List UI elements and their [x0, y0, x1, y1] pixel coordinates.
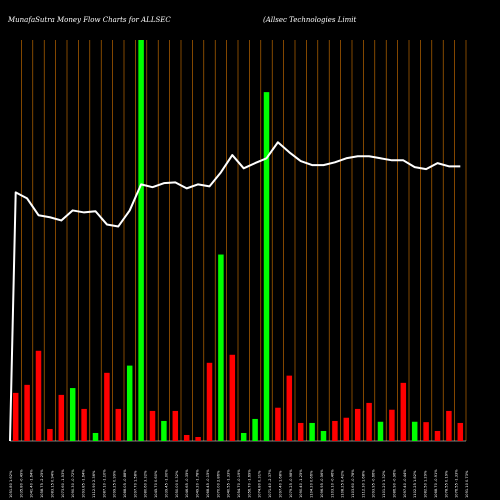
- outflow-bar: [58, 394, 65, 441]
- x-tick-label: 1090.40 -1.25%: [299, 469, 303, 498]
- inflow-bar: [138, 40, 144, 441]
- outflow-bar: [206, 362, 213, 441]
- outflow-bar: [343, 417, 350, 441]
- x-tick-label: 1093.95 -0.66%: [372, 469, 376, 498]
- inflow-bar: [320, 430, 327, 441]
- outflow-bar: [446, 410, 452, 441]
- outflow-bar: [47, 428, 53, 441]
- x-tick-label: 1079.25 -0.98%: [289, 469, 293, 498]
- outflow-bar: [12, 392, 19, 441]
- x-tick-label: 1108.25 0.42%: [341, 470, 345, 498]
- money-flow-bars: [12, 40, 464, 441]
- x-tick-label: 1087.10 -1.10%: [102, 469, 106, 498]
- x-tick-label: 1101.20 1.32%: [382, 470, 386, 498]
- outflow-bar: [229, 354, 236, 441]
- outflow-bar: [195, 436, 201, 441]
- x-tick-label: 1049.20 -1.78%: [196, 469, 200, 498]
- x-tick-label: 1035.80 -0.49%: [19, 469, 23, 498]
- x-tick-label: 1097.40 1.68%: [278, 470, 282, 498]
- x-tick-label: 1045.70 0.60%: [154, 470, 158, 498]
- x-tick-labels: 1051.80 1.62% 1035.80 -0.49% 1041.40 -1.64…: [9, 469, 469, 498]
- inflow-bar: [252, 418, 258, 441]
- outflow-bar: [183, 434, 190, 441]
- x-tick-label: 1112.90 2.36%: [92, 470, 96, 498]
- outflow-bar: [423, 422, 429, 441]
- x-tick-label: 1099.25 0.99%: [113, 470, 117, 498]
- inflow-bar: [309, 422, 315, 441]
- outflow-bar: [400, 382, 407, 441]
- x-tick-label: 1068.45 -0.15%: [206, 469, 210, 498]
- x-tick-label: 1070.00 2.86%: [216, 470, 220, 498]
- x-tick-label: 1078.55 0.19%: [444, 470, 448, 498]
- price-line-layer: [9, 141, 461, 442]
- x-tick-label: 1104.20 0.66%: [310, 470, 314, 498]
- x-tick-label: 1096.95 -0.56%: [320, 469, 324, 498]
- x-tick-label: 1054.70 -0.19%: [237, 469, 241, 498]
- outflow-bar: [297, 422, 304, 441]
- outflow-bar: [24, 384, 30, 441]
- inflow-bar: [126, 365, 133, 441]
- grid-lines: [10, 40, 467, 442]
- x-tick-label: 1074.80 0.31%: [258, 470, 262, 498]
- outflow-bar: [104, 372, 110, 441]
- x-tick-label: 1056.70 -1.69%: [247, 469, 251, 498]
- x-tick-label: 1040.55 -1.33%: [227, 469, 231, 498]
- x-tick-label: 1086.90 -0.96%: [392, 469, 396, 498]
- x-tick-label: 1097.70 1.58%: [133, 470, 137, 498]
- inflow-bar: [69, 388, 76, 441]
- chart-title: MunafaSutra Money Flow Charts for ALLSEC: [7, 16, 171, 24]
- x-tick-label: 1046.65 -0.35%: [185, 469, 189, 498]
- outflow-bar: [366, 402, 372, 441]
- inflow-bar: [240, 432, 247, 441]
- x-tick-label: 1088.05 -0.88%: [123, 469, 127, 498]
- x-tick-label: 1102.25 1.82%: [413, 470, 417, 498]
- x-tick-label: 1103.10 -0.46%: [330, 469, 334, 498]
- x-tick-label: 1080.60 3.32%: [144, 470, 148, 498]
- x-tick-label: 1039.45 -1.00%: [164, 469, 168, 498]
- x-tick-label: 1097.40 -0.44%: [403, 469, 407, 498]
- x-tick-label: 1091.10 0.73%: [465, 470, 469, 498]
- x-tick-label: 1082.50 1.29%: [424, 470, 428, 498]
- outflow-bar: [35, 350, 42, 441]
- x-tick-label: 1058.75 -2.25%: [40, 469, 44, 498]
- price-line: [9, 141, 461, 442]
- x-tick-label: 1050.00 0.32%: [175, 470, 179, 498]
- x-tick-label: 1076.55 -1.33%: [455, 469, 459, 498]
- x-tick-label: 1112.30 1.68%: [361, 470, 365, 498]
- outflow-bar: [457, 422, 464, 441]
- inflow-bar: [92, 432, 99, 441]
- x-tick-label: 1093.85 -1.64%: [82, 469, 86, 498]
- inflow-bar: [263, 92, 270, 441]
- x-tick-label: 1071.40 -2.37%: [268, 469, 272, 498]
- outflow-bar: [389, 409, 395, 441]
- inflow-bar: [377, 421, 384, 441]
- x-tick-label: 1090.30 -0.72%: [71, 469, 75, 498]
- outflow-bar: [172, 410, 179, 441]
- outflow-bar: [149, 410, 156, 441]
- inflow-bar: [161, 420, 167, 441]
- inflow-bar: [411, 421, 418, 441]
- x-tick-label: 1103.60 -0.78%: [351, 469, 355, 498]
- x-tick-label: 1068.70 -0.91%: [434, 469, 438, 498]
- outflow-bar: [354, 408, 361, 441]
- chart-subtitle: (Allsec Technologies Limit: [263, 16, 356, 24]
- outflow-bar: [81, 408, 87, 441]
- outflow-bar: [275, 407, 281, 441]
- x-tick-label: 1041.40 -1.64%: [30, 469, 34, 498]
- outflow-bar: [434, 430, 441, 441]
- outflow-bar: [332, 420, 338, 441]
- outflow-bar: [115, 408, 122, 441]
- outflow-bar: [286, 375, 293, 441]
- x-tick-label: 1051.80 1.62%: [9, 470, 13, 498]
- inflow-bar: [218, 254, 224, 441]
- x-tick-label: 1083.15 0.94%: [50, 470, 54, 498]
- x-tick-label: 1073.60 -1.53%: [61, 469, 65, 498]
